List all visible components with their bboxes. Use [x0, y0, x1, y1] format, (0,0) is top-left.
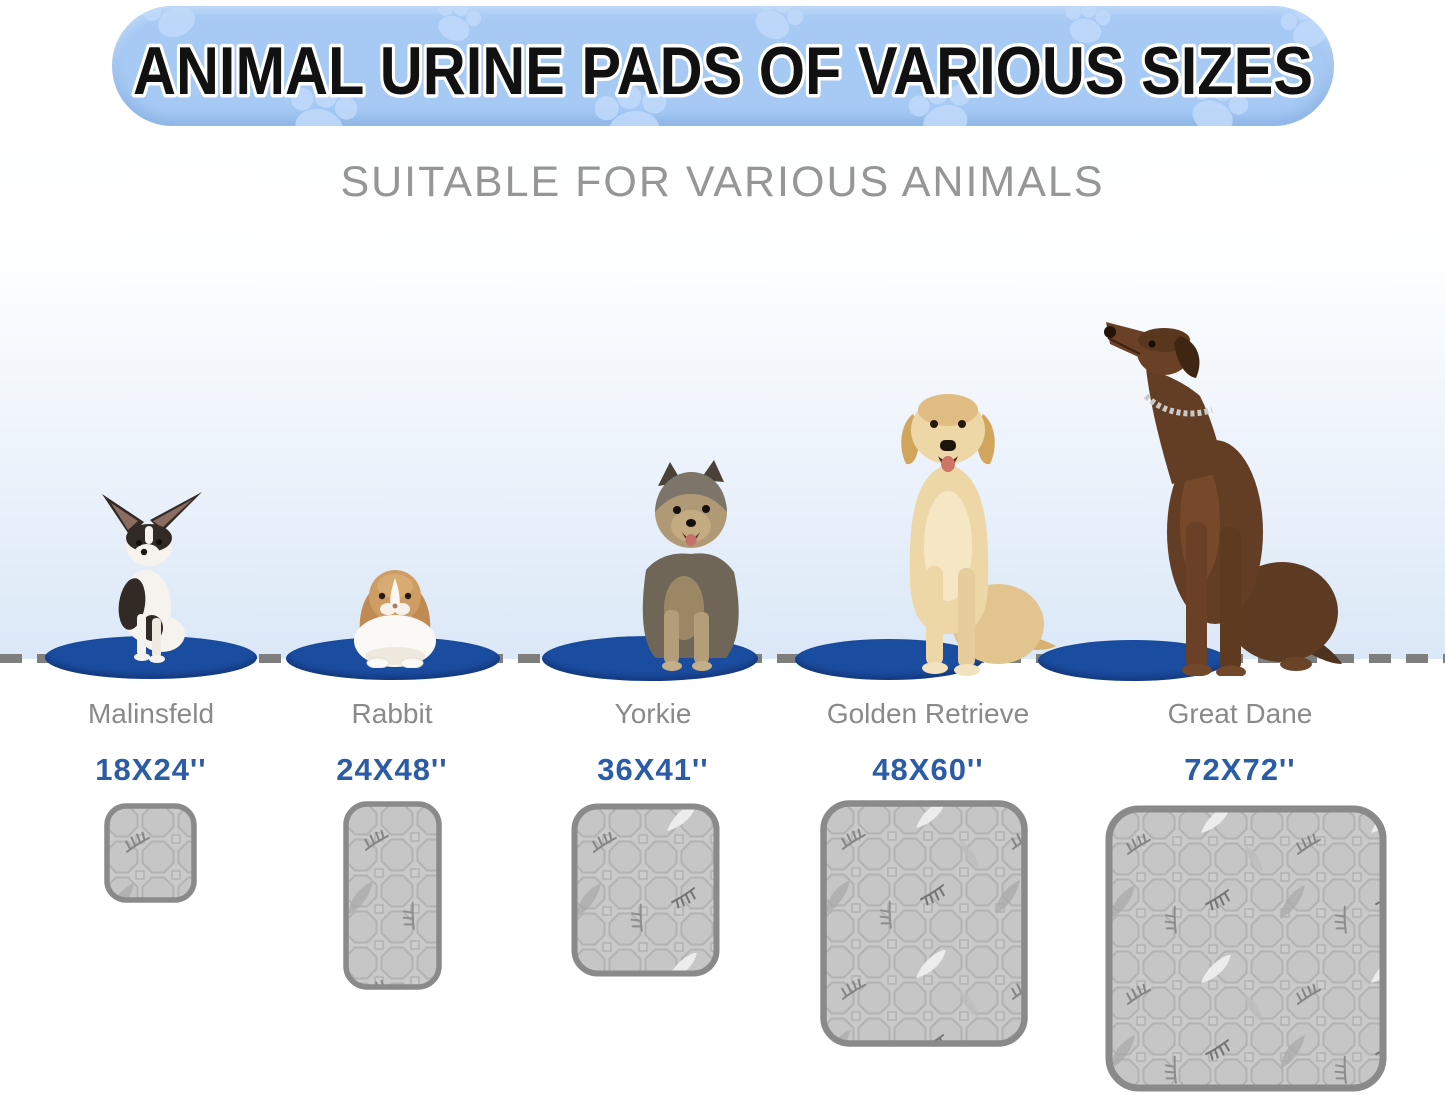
golden-body	[909, 464, 1056, 676]
pad-size-24x48: 24X48''	[336, 752, 448, 787]
pad-swatch-48x60	[820, 800, 1028, 1047]
pad-size-36x41: 36X41''	[597, 752, 709, 787]
pad-swatch-72x72	[1105, 805, 1387, 1092]
chain-collar	[1143, 393, 1213, 417]
banner-title-wrap: ANIMAL URINE PADS OF VARIOUS SIZES	[130, 30, 1317, 113]
rabbit-icon	[354, 570, 436, 668]
pad-swatch-24x48	[343, 801, 442, 990]
pad-texture	[820, 800, 1028, 1047]
pad-size-18x24: 18X24''	[95, 752, 207, 787]
subtitle: SUITABLE FOR VARIOUS ANIMALS	[340, 158, 1105, 206]
rabbit-body	[354, 615, 436, 668]
pad-swatch-18x24	[104, 803, 197, 903]
animal-name-malinsfeld: Malinsfeld	[87, 698, 215, 729]
golden-retriever-icon	[901, 394, 1056, 676]
animal-name-golden-retriever: Golden Retrieve	[826, 698, 1030, 729]
pad-texture	[571, 803, 720, 977]
yorkie-head	[655, 472, 727, 548]
dane-head	[1104, 322, 1200, 378]
great-dane-icon	[1104, 322, 1342, 676]
yorkie-body	[642, 553, 739, 671]
pad-texture	[343, 801, 442, 990]
pad-size-48x60: 48X60''	[872, 752, 984, 787]
page-title: ANIMAL URINE PADS OF VARIOUS SIZES	[133, 33, 1313, 109]
dane-body	[1146, 368, 1342, 676]
golden-head	[901, 394, 995, 472]
pad-swatch-36x41	[571, 803, 720, 977]
animal-name-yorkie: Yorkie	[614, 698, 692, 729]
rabbit-head	[369, 570, 421, 622]
pad-texture	[104, 803, 197, 903]
animal-name-great-dane: Great Dane	[1167, 698, 1313, 729]
yorkie-icon	[642, 460, 739, 671]
pad-texture	[1105, 805, 1387, 1092]
title-banner: ANIMAL URINE PADS OF VARIOUS SIZES	[112, 6, 1334, 126]
chihuahua-head	[126, 524, 172, 566]
animal-name-rabbit: Rabbit	[351, 698, 433, 729]
chihuahua-icon	[102, 492, 202, 663]
oval-golden-retriever	[795, 639, 983, 680]
chihuahua-ears	[102, 492, 202, 536]
pad-size-72x72: 72X72''	[1184, 752, 1296, 787]
chihuahua-body	[118, 570, 185, 663]
